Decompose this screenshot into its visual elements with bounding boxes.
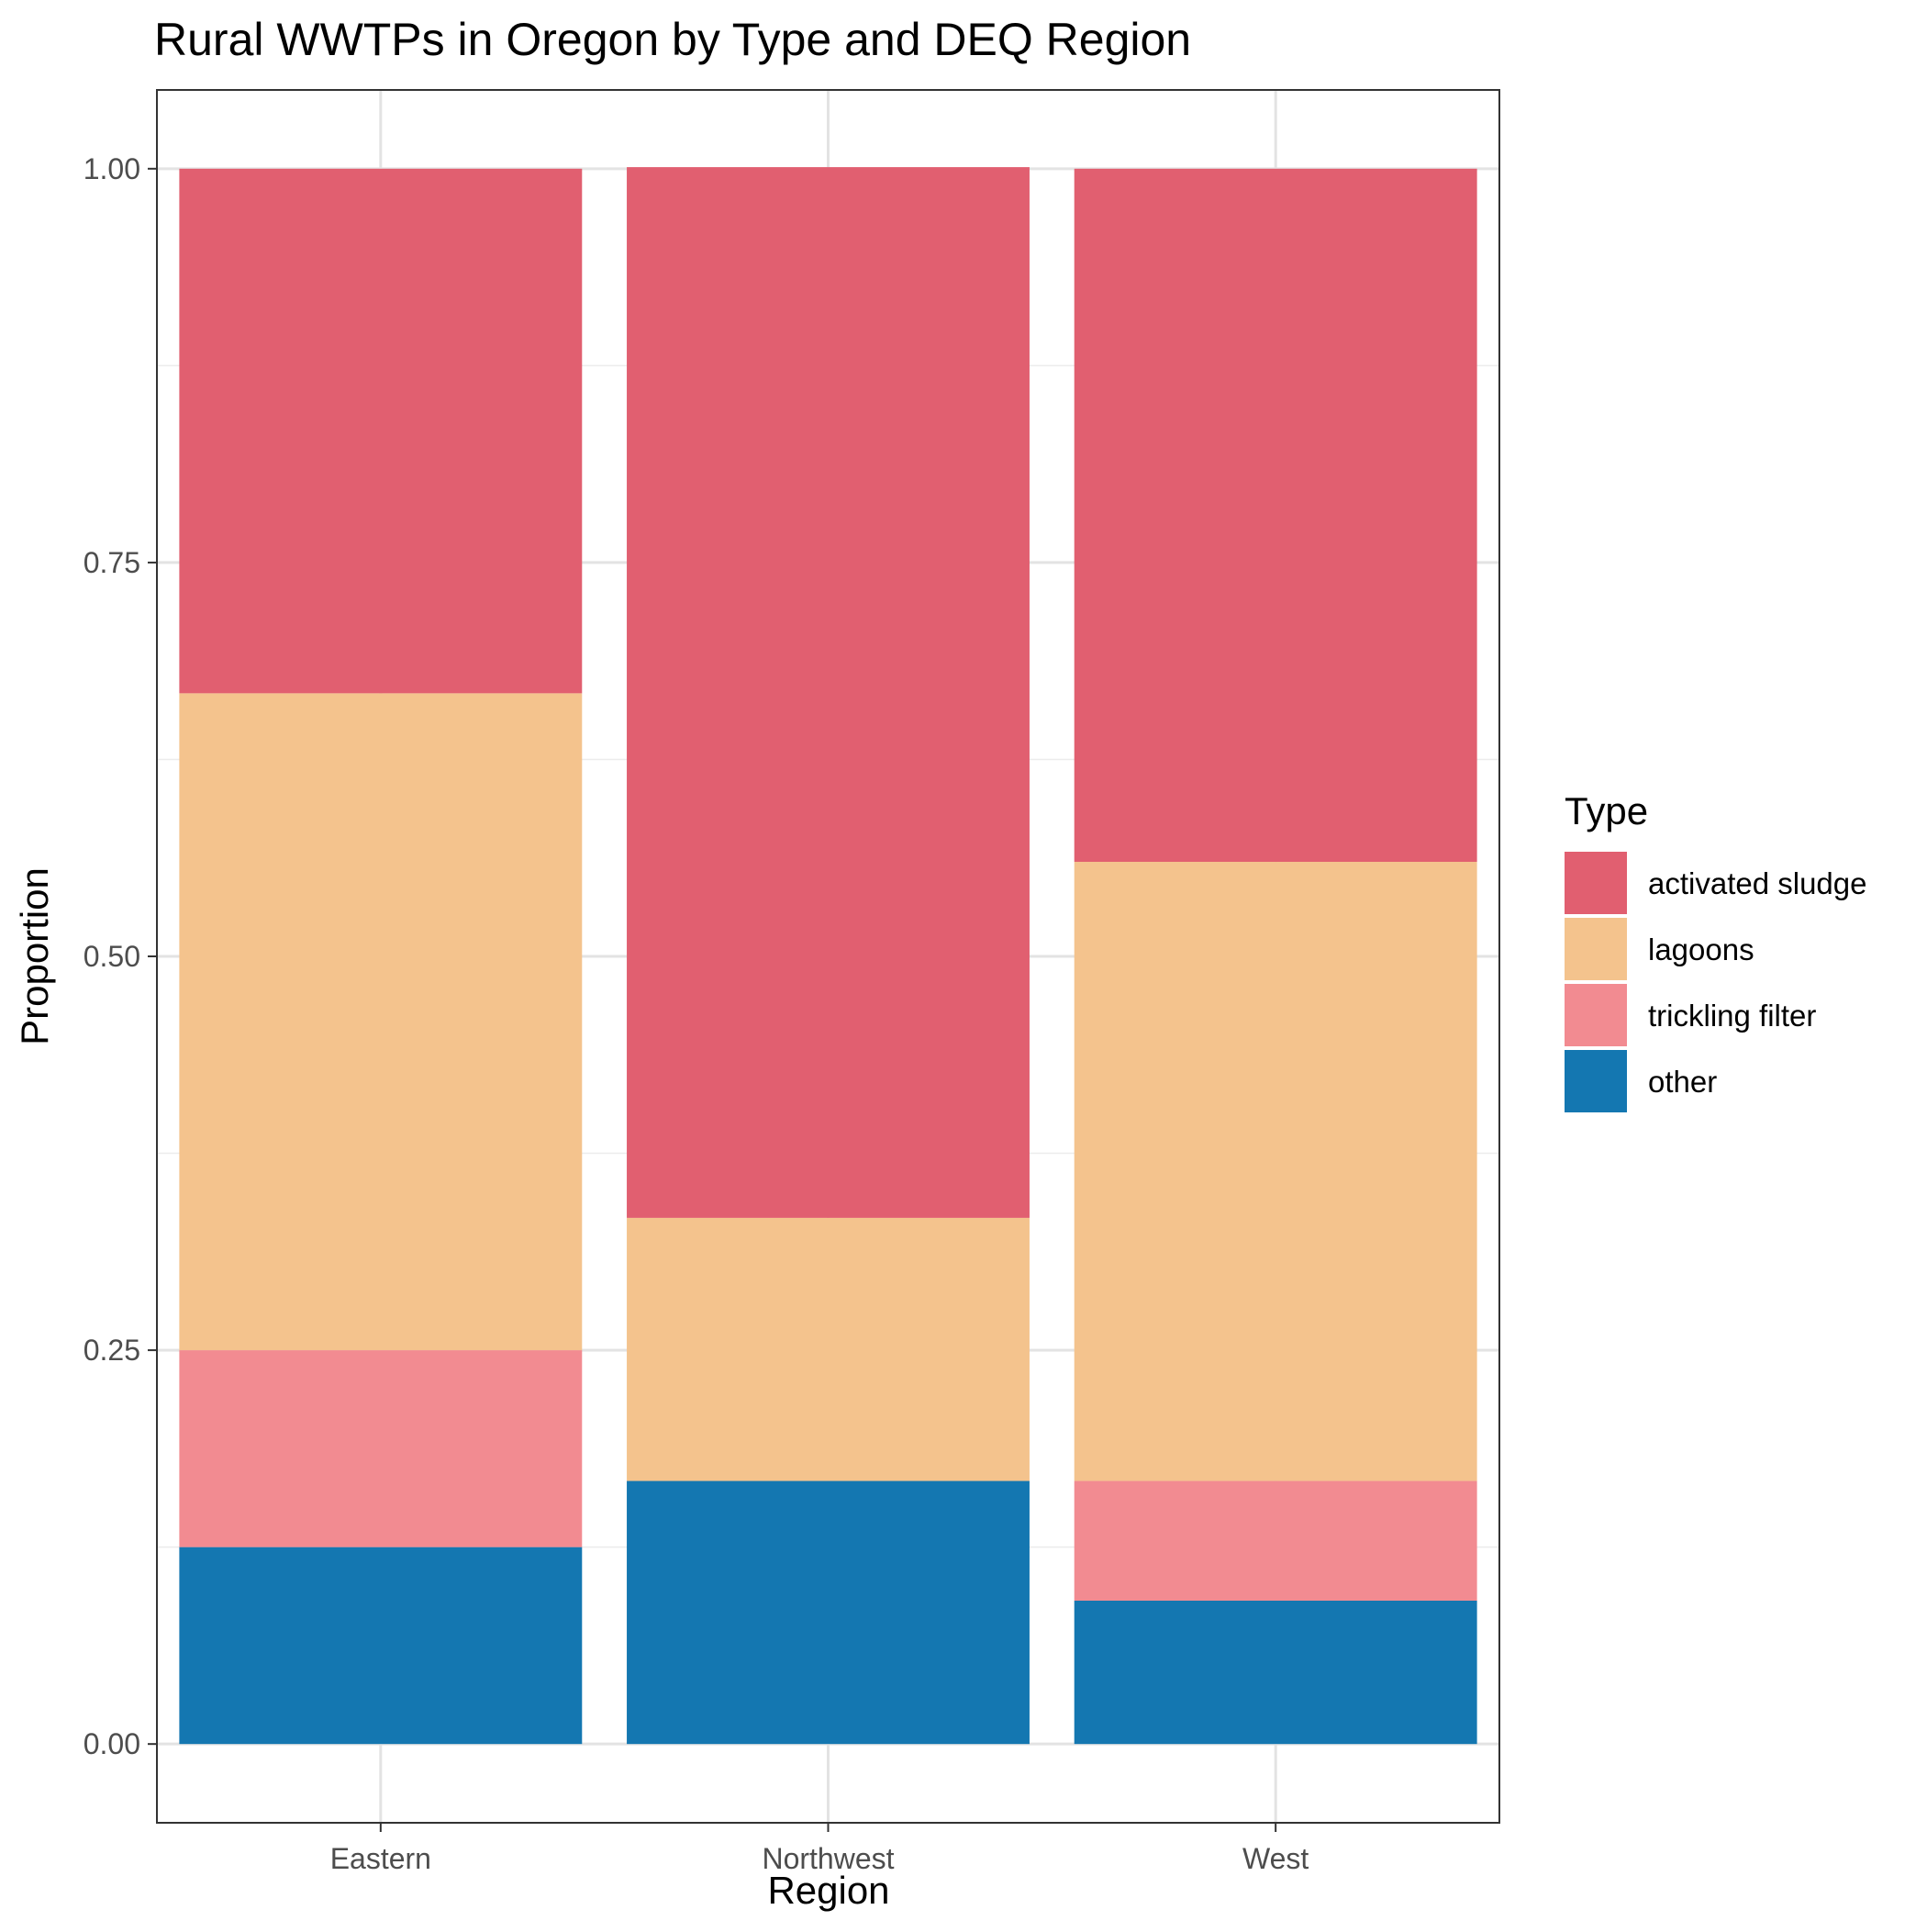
chart-title: Rural WWTPs in Oregon by Type and DEQ Re… [154,14,1191,65]
bar-segment-eastern-other [179,1547,583,1745]
plot-area: 0.00 0.25 0.50 0.75 1.00 Eastern Northwest West [84,89,1500,1875]
legend-label-activated-sludge: activated sludge [1648,866,1867,900]
legend: Type activated sludge lagoons trickling fi… [1565,789,1867,1112]
bar-segment-eastern-trickling-filter [179,1350,583,1547]
bar-segment-northwest-activated-sludge [627,167,1030,1218]
y-axis-title: Proportion [13,867,56,1045]
y-tick-label: 0.75 [84,546,140,579]
legend-title: Type [1565,789,1648,832]
bar-segment-west-lagoons [1074,862,1477,1481]
x-tick-label-eastern: Eastern [330,1842,431,1875]
legend-label-other: other [1648,1065,1717,1099]
legend-label-lagoons: lagoons [1648,932,1754,966]
bar-segment-west-other [1074,1600,1477,1745]
y-tick-label: 0.50 [84,940,140,973]
bar-segment-west-activated-sludge [1074,168,1477,863]
x-axis-title: Region [767,1869,889,1912]
bar-segment-northwest-lagoons [627,1217,1030,1481]
legend-swatch-activated-sludge [1565,852,1627,914]
bar-segment-northwest-other [627,1480,1030,1745]
legend-swatch-other [1565,1050,1627,1112]
y-tick-label: 1.00 [84,152,140,185]
legend-swatch-trickling-filter [1565,984,1627,1046]
x-tick-label-west: West [1242,1842,1309,1875]
x-tick-label-northwest: Northwest [762,1842,894,1875]
bar-segment-eastern-lagoons [179,693,583,1351]
legend-label-trickling-filter: trickling filter [1648,999,1816,1033]
legend-items: activated sludge lagoons trickling filter o… [1565,852,1867,1112]
y-tick-label: 0.00 [84,1727,140,1760]
bar-segment-eastern-activated-sludge [179,168,583,694]
legend-swatch-lagoons [1565,918,1627,980]
y-tick-label: 0.25 [84,1334,140,1367]
bar-segment-west-trickling-filter [1074,1480,1477,1601]
